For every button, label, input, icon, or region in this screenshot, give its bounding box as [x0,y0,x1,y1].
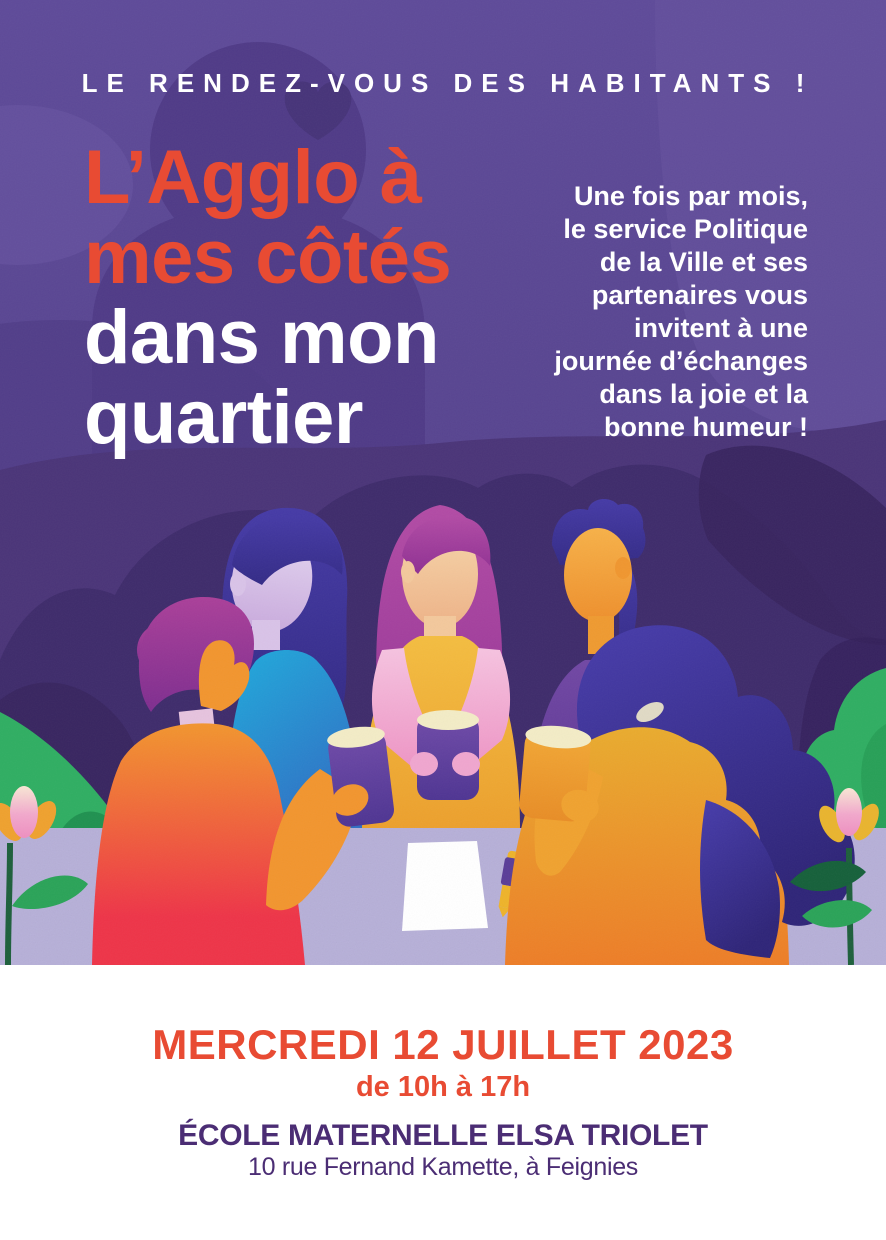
event-address: 10 rue Fernand Kamette, à Feignies [247,1153,639,1181]
event-time: de 10h à 17h [355,1071,531,1103]
community-illustration [0,0,886,965]
main-title-rest: dans mon quartier [84,295,439,460]
event-date: MERCREDI 12 JUILLET 2023 [152,1021,734,1068]
poster-artwork: LE RENDEZ-VOUS DES HABITANTS ! L’Agglo à… [0,0,886,965]
main-title-accent: L’Agglo à mes côtés [84,135,452,300]
banner-title: LE RENDEZ-VOUS DES HABITANTS ! [81,68,814,98]
event-details: MERCREDI 12 JUILLET 2023 de 10h à 17h ÉC… [0,965,886,1240]
intro-paragraph: Une fois par mois, le service Politique … [554,181,808,442]
main-title: L’Agglo à mes côtés dans mon quartier [84,135,452,460]
event-venue: ÉCOLE MATERNELLE ELSA TRIOLET [178,1119,708,1152]
